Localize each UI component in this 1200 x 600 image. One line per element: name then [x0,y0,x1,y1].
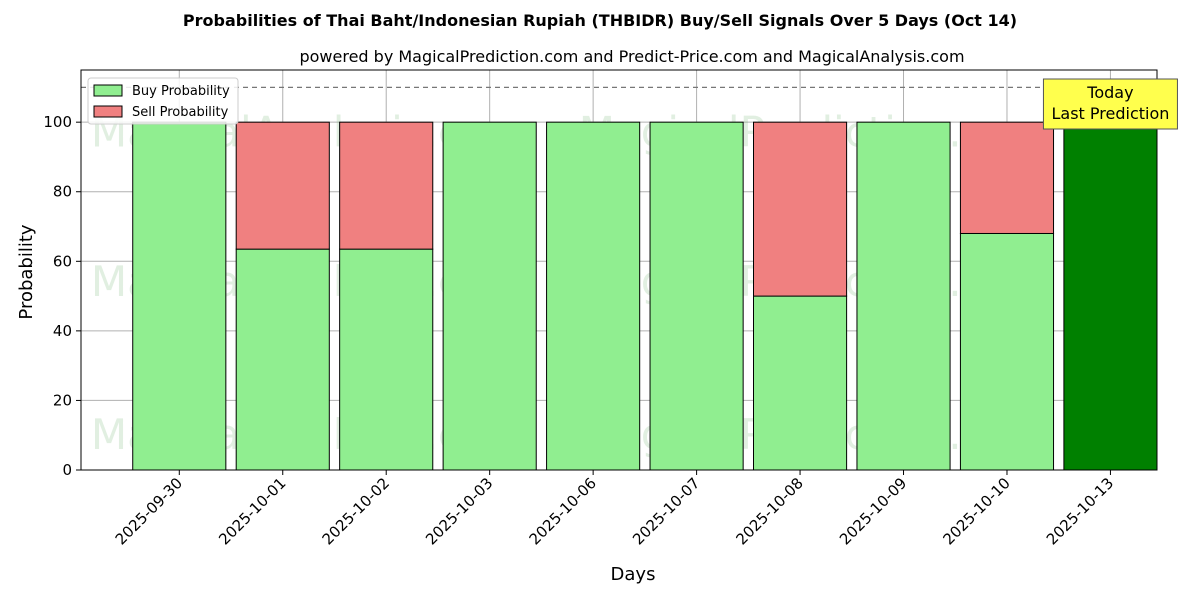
sell-bar [339,121,434,250]
y-axis-label: Probability [16,224,37,319]
sell-bar [959,121,1055,234]
legend-label: Sell Probability [132,105,229,120]
y-tick-label: 100 [43,113,72,131]
legend-label: Buy Probability [132,84,230,99]
buy-bar [235,248,330,471]
annotation-box [1042,78,1178,130]
buy-bar [546,121,641,471]
plot-frame [80,69,1158,471]
x-tick-label: 2025-10-09 [836,474,910,548]
y-tick-label: 80 [53,183,72,201]
buy-bar [856,121,951,471]
sell-bar [753,121,848,297]
x-tick-label: 2025-10-03 [422,474,496,548]
sell-bar [235,121,330,250]
legend-box [87,77,239,125]
y-tick-label: 60 [53,252,72,270]
annotation-text: Today [1086,83,1133,102]
x-tick-label: 2025-10-08 [733,474,807,548]
buy-bar [649,121,744,471]
buy-bar [959,232,1055,471]
x-tick-label: 2025-10-10 [939,474,1013,548]
x-tick-label: 2025-10-13 [1043,474,1117,548]
buy-bar [442,121,537,471]
chart-title: Probabilities of Thai Baht/Indonesian Ru… [183,11,1017,30]
x-tick-label: 2025-10-01 [215,474,289,548]
buy-bar [132,121,227,471]
buy-bar [339,248,434,471]
x-axis-label: Days [611,564,656,585]
x-tick-label: 2025-09-30 [112,474,186,548]
x-tick-label: 2025-10-02 [319,474,393,548]
y-tick-label: 0 [62,461,72,479]
x-tick-label: 2025-10-06 [526,474,600,548]
buy-bar [753,295,848,471]
y-tick-label: 20 [53,391,72,409]
annotation-text: Last Prediction [1051,104,1169,123]
y-tick-label: 40 [53,322,72,340]
x-tick-label: 2025-10-07 [629,474,703,548]
buy-bar [1063,121,1158,471]
chart-subtitle: powered by MagicalPrediction.com and Pre… [299,47,964,66]
legend-swatch [93,84,123,97]
legend-swatch [93,105,123,118]
